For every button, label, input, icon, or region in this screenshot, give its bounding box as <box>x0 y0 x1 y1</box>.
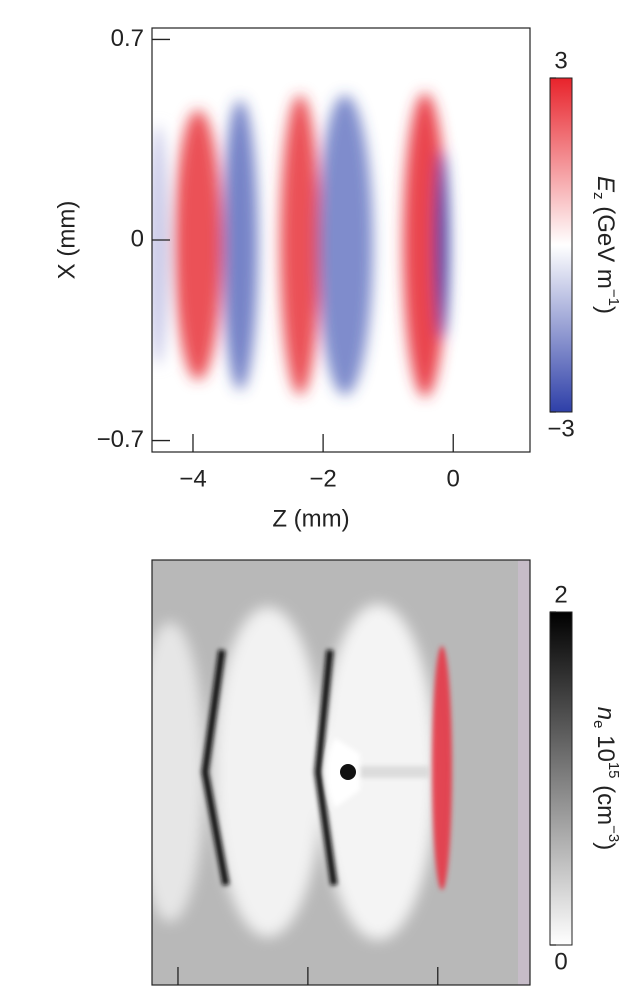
y-axis-label: X (mm) <box>53 201 80 280</box>
field-band <box>280 95 320 395</box>
label-text: E <box>592 176 619 193</box>
bubble <box>213 607 323 937</box>
colorbar <box>549 77 573 413</box>
colorbar-tick-label: −3 <box>547 415 574 442</box>
label-subscript: e <box>590 720 607 728</box>
field-band <box>435 150 449 340</box>
plot-frame <box>151 559 531 986</box>
colorbar-tick-label: 0 <box>554 948 567 975</box>
field-band <box>403 93 447 397</box>
y-tick-label: 0 <box>131 225 144 252</box>
label-superscript: 15 <box>605 762 622 779</box>
field-band <box>222 100 258 390</box>
label-subscript: z <box>590 192 607 200</box>
colorbar-tick-label: 2 <box>554 581 567 608</box>
colorbar-label: ne 1015 (cm−3) <box>590 707 622 851</box>
label-text: ) <box>592 842 619 850</box>
channel <box>360 766 430 778</box>
laser-pulse <box>432 646 452 890</box>
density-spike <box>314 649 338 886</box>
field-band <box>174 110 222 380</box>
map-edge <box>518 560 530 985</box>
x-tick-label: −2 <box>309 465 336 492</box>
bunch <box>340 764 356 780</box>
y-tick-label: 0.7 <box>111 25 144 52</box>
label-superscript: −1 <box>605 289 622 306</box>
field-band <box>152 125 168 365</box>
x-axis-label: Z (mm) <box>272 505 349 532</box>
label-text: (GeV m <box>592 200 619 289</box>
x-tick-label: 0 <box>447 465 460 492</box>
label-superscript: −3 <box>605 825 622 842</box>
y-tick-label: −0.7 <box>97 426 144 453</box>
label-text: n <box>592 707 619 720</box>
colorbar-tick-label: 3 <box>554 47 567 74</box>
density-map <box>152 560 530 985</box>
field-map <box>152 28 530 452</box>
density-spike <box>201 649 230 886</box>
colorbar <box>549 611 573 946</box>
label-text: (cm <box>592 779 619 826</box>
x-tick-label: −4 <box>179 465 206 492</box>
bubble <box>152 622 205 922</box>
field-band <box>317 95 373 395</box>
colorbar-label: Ez (GeV m−1) <box>590 176 622 314</box>
label-text: 10 <box>592 728 619 761</box>
label-text: ) <box>592 306 619 314</box>
